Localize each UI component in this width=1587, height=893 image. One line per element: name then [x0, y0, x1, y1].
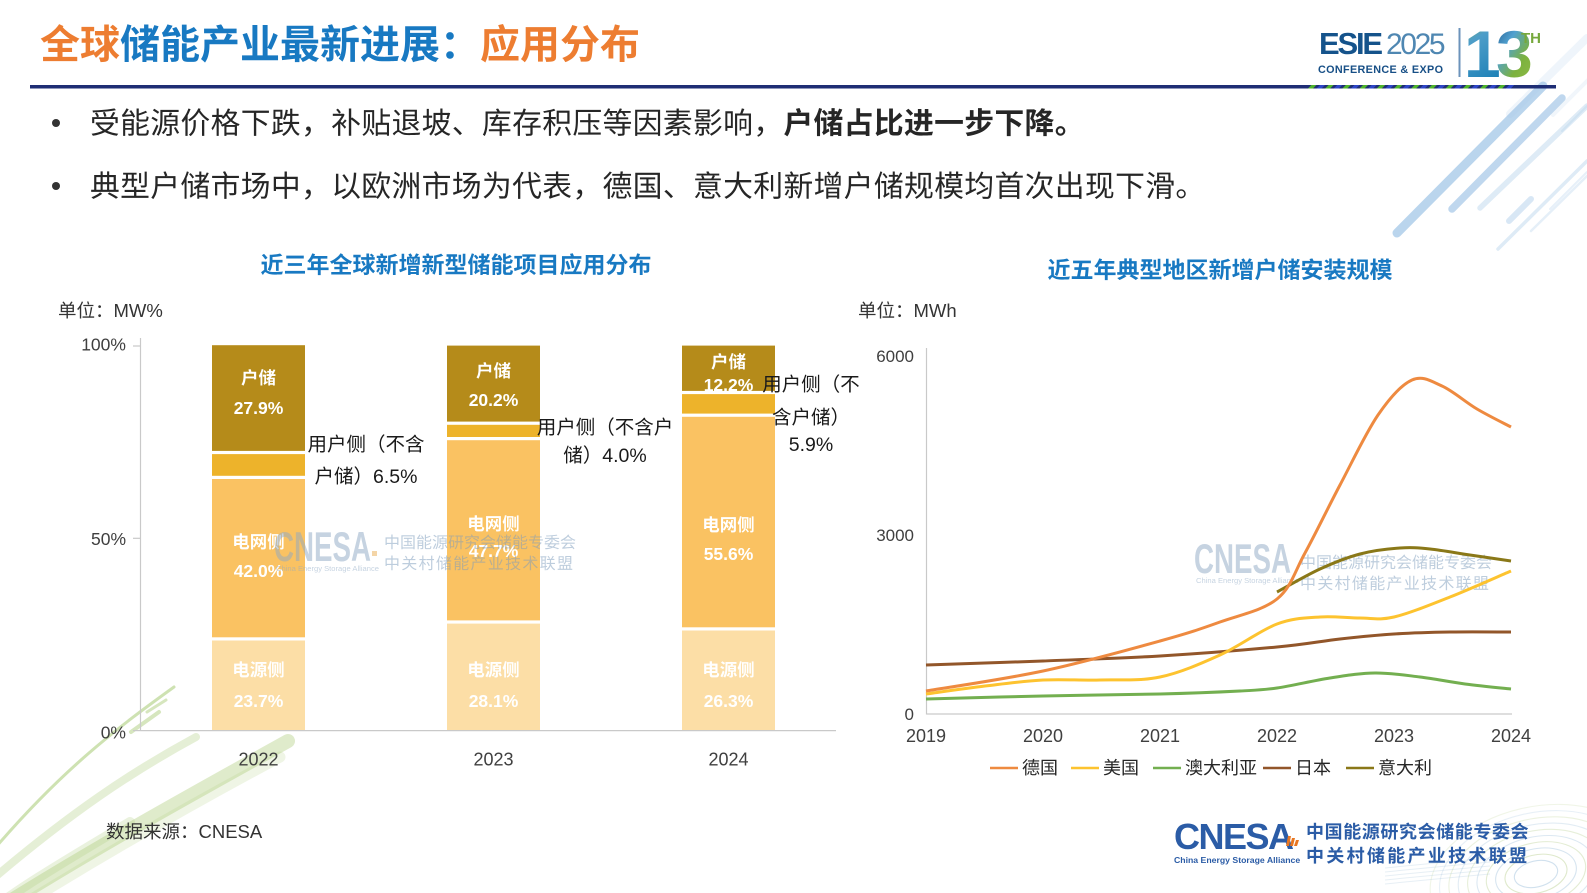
- svg-text:12.2%: 12.2%: [704, 375, 754, 395]
- svg-text:4.0%: 4.0%: [602, 445, 646, 467]
- svg-text:0%: 0%: [101, 723, 126, 743]
- svg-text:20.2%: 20.2%: [469, 390, 519, 410]
- svg-text:2019: 2019: [906, 726, 946, 746]
- svg-text:6000: 6000: [876, 347, 914, 366]
- svg-text:47.7%: 47.7%: [469, 541, 519, 561]
- svg-text:0: 0: [905, 705, 914, 724]
- svg-text:2024: 2024: [1491, 726, 1531, 746]
- svg-text:China Energy Storage Alliance: China Energy Storage Alliance: [276, 564, 379, 573]
- svg-text:2025: 2025: [1386, 28, 1445, 61]
- svg-text:CNESA: CNESA: [274, 523, 371, 570]
- svg-text:TH: TH: [1521, 30, 1541, 47]
- svg-text:China Energy Storage Alliance: China Energy Storage Alliance: [1196, 576, 1299, 585]
- svg-text:China Energy Storage Alliance: China Energy Storage Alliance: [1174, 855, 1300, 865]
- svg-text:MWh: MWh: [914, 300, 957, 321]
- svg-text:50%: 50%: [91, 529, 126, 549]
- svg-text:23.7%: 23.7%: [234, 691, 284, 711]
- svg-text:3: 3: [1496, 17, 1533, 91]
- svg-text:CNESA: CNESA: [199, 821, 263, 842]
- svg-text:26.3%: 26.3%: [704, 691, 754, 711]
- svg-text:6.5%: 6.5%: [373, 466, 417, 488]
- svg-text:2024: 2024: [709, 750, 749, 770]
- svg-text:CONFERENCE & EXPO: CONFERENCE & EXPO: [1318, 64, 1443, 76]
- svg-text:2023: 2023: [474, 750, 514, 770]
- svg-text:1: 1: [1464, 17, 1501, 91]
- svg-text:55.6%: 55.6%: [704, 544, 754, 564]
- svg-text:CNESA: CNESA: [1174, 816, 1294, 857]
- svg-text:3000: 3000: [876, 526, 914, 545]
- svg-text:ESIE: ESIE: [1319, 26, 1382, 61]
- svg-text:5.9%: 5.9%: [789, 434, 833, 456]
- svg-text:2022: 2022: [239, 750, 279, 770]
- svg-text:100%: 100%: [81, 335, 126, 355]
- svg-text:CNESA: CNESA: [1194, 535, 1291, 582]
- svg-text:2023: 2023: [1374, 726, 1414, 746]
- svg-text:42.0%: 42.0%: [234, 561, 284, 581]
- svg-text:28.1%: 28.1%: [469, 691, 519, 711]
- svg-text:2020: 2020: [1023, 726, 1063, 746]
- svg-text:27.9%: 27.9%: [234, 398, 284, 418]
- svg-text:2022: 2022: [1257, 726, 1297, 746]
- svg-text:MW%: MW%: [114, 300, 163, 321]
- svg-text:2021: 2021: [1140, 726, 1180, 746]
